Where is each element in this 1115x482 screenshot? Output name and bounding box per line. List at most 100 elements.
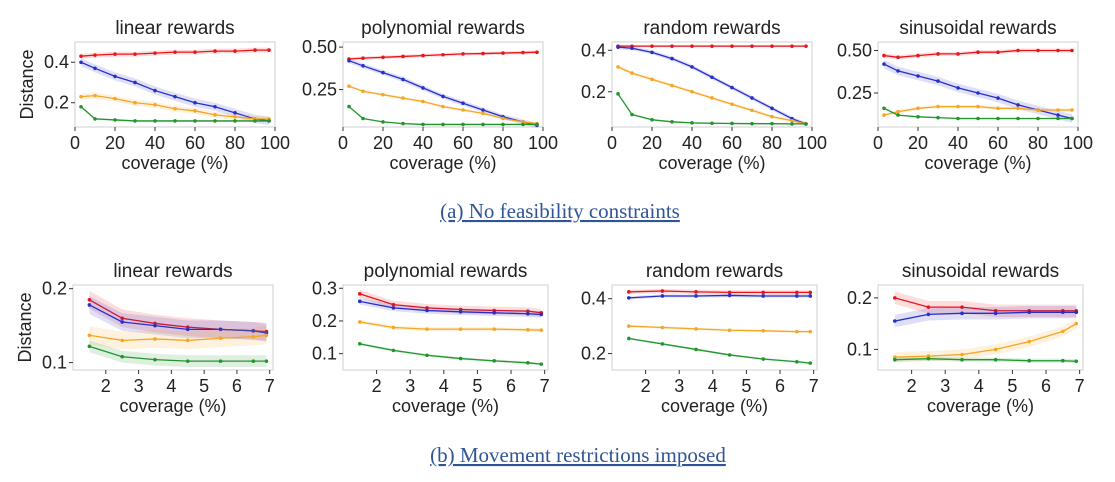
data-point-orange <box>795 329 799 334</box>
confidence-band-orange <box>89 326 267 350</box>
series-blue <box>627 293 813 300</box>
data-point-orange <box>627 324 631 328</box>
data-point-blue <box>539 312 544 317</box>
x-tick-label: 100 <box>260 133 290 153</box>
data-point-orange <box>790 118 794 123</box>
y-tick-label: 0.2 <box>44 93 69 113</box>
data-point-orange <box>458 327 463 331</box>
data-point-green <box>79 104 83 109</box>
data-point-orange <box>441 104 445 109</box>
data-point-blue <box>93 66 97 71</box>
x-tick-label: 2 <box>372 376 382 396</box>
series-orange <box>893 318 1079 363</box>
x-tick-label: 6 <box>506 376 516 396</box>
data-point-red <box>993 308 998 313</box>
series-line-orange <box>359 321 542 331</box>
data-point-red <box>87 297 92 302</box>
x-axis-label: coverage (%) <box>119 396 226 416</box>
data-point-green <box>694 347 698 352</box>
x-tick-label: 5 <box>199 376 209 396</box>
data-point-orange <box>694 327 698 331</box>
y-tick-label: 0.25 <box>302 80 337 100</box>
data-point-blue <box>421 86 425 90</box>
chart-b-2: polynomial rewards 2 3 4 5 6 7 0.1 0.2 0.3 coverag… <box>312 261 550 416</box>
data-point-orange <box>710 96 714 100</box>
data-point-orange <box>1070 108 1074 112</box>
x-tick-label: 4 <box>439 376 449 396</box>
data-point-blue <box>1074 310 1079 315</box>
data-point-orange <box>882 113 886 117</box>
data-point-orange <box>213 113 217 117</box>
data-point-blue <box>193 100 197 105</box>
data-point-red <box>173 50 177 54</box>
x-tick-label: 100 <box>797 133 827 153</box>
data-point-red <box>936 52 940 56</box>
data-point-orange <box>993 347 998 352</box>
y-tick-label: 0.2 <box>581 344 606 364</box>
data-point-green <box>660 342 665 346</box>
data-point-green <box>896 113 900 117</box>
data-point-blue <box>1027 310 1032 315</box>
x-tick-label: 80 <box>493 133 513 153</box>
data-point-orange <box>670 83 674 88</box>
data-point-red <box>795 290 799 295</box>
data-point-blue <box>133 80 137 85</box>
x-axis-label: coverage (%) <box>658 153 765 173</box>
data-point-red <box>690 44 694 48</box>
data-point-red <box>660 289 665 293</box>
data-point-green <box>627 336 631 341</box>
data-point-green <box>391 348 396 353</box>
data-point-blue <box>750 96 754 100</box>
data-point-blue <box>960 311 964 316</box>
data-point-green <box>956 116 960 121</box>
data-point-blue <box>956 86 960 90</box>
data-point-green <box>481 122 485 127</box>
data-point-red <box>253 48 257 52</box>
data-point-red <box>650 44 654 48</box>
y-tick-label: 0.4 <box>44 52 69 72</box>
data-point-red <box>153 51 157 55</box>
data-point-red <box>804 44 808 48</box>
series-green <box>627 336 813 365</box>
data-point-blue <box>526 311 530 316</box>
data-point-orange <box>926 354 931 358</box>
series-red <box>882 48 1074 60</box>
confidence-band-orange <box>884 104 1072 117</box>
plot-frame <box>72 284 274 371</box>
data-point-green <box>926 356 931 361</box>
data-point-orange <box>936 104 940 109</box>
data-point-red <box>750 44 754 48</box>
data-point-blue <box>770 106 774 111</box>
data-point-red <box>761 290 766 295</box>
data-point-orange <box>361 89 365 94</box>
x-tick-label: 5 <box>1007 376 1017 396</box>
data-point-green <box>790 122 794 126</box>
data-point-green <box>1070 116 1074 121</box>
data-point-green <box>1056 116 1060 121</box>
chart-title: linear rewards <box>113 261 232 282</box>
data-point-red <box>461 52 465 56</box>
x-tick-label: 2 <box>907 376 917 396</box>
data-point-blue <box>120 320 124 324</box>
series-blue <box>358 298 544 318</box>
y-axis-label: Distance <box>17 49 37 119</box>
data-point-orange <box>381 92 385 97</box>
data-point-orange <box>960 352 964 357</box>
series-orange <box>616 65 808 126</box>
data-point-red <box>996 50 1000 54</box>
x-tick-label: 7 <box>265 376 275 396</box>
data-point-green <box>750 121 754 126</box>
data-point-green <box>1027 358 1032 363</box>
data-point-blue <box>113 74 117 79</box>
series-orange <box>882 104 1074 117</box>
confidence-band-green <box>359 342 542 366</box>
data-point-orange <box>521 120 525 124</box>
chart-title: linear rewards <box>115 18 234 39</box>
x-tick-label: 80 <box>762 133 782 153</box>
data-point-green <box>347 104 351 109</box>
data-point-orange <box>218 336 223 341</box>
series-red <box>627 288 813 295</box>
data-point-red <box>358 292 362 296</box>
data-point-blue <box>761 294 766 298</box>
plot-frame <box>74 41 276 128</box>
